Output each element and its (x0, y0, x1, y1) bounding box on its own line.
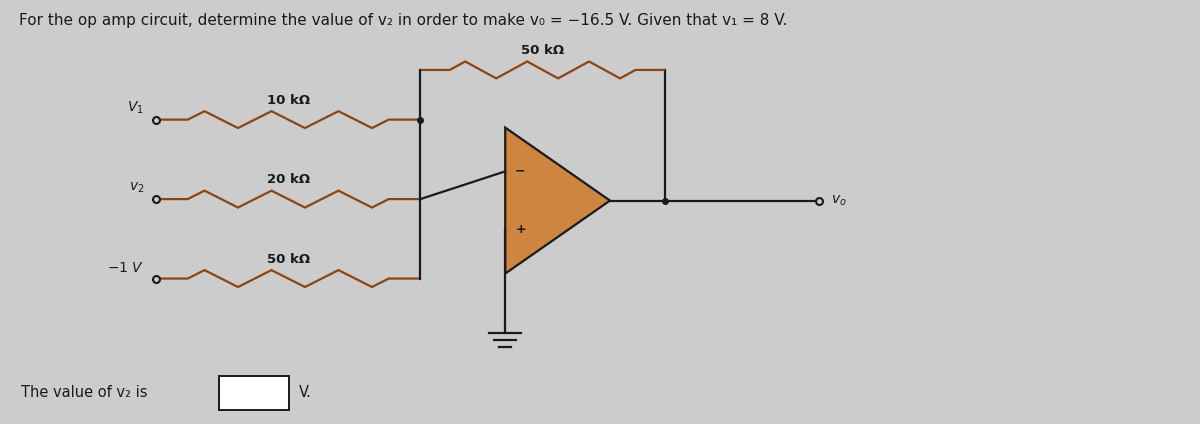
Text: The value of v₂ is: The value of v₂ is (22, 385, 148, 400)
Text: $-1\ V$: $-1\ V$ (107, 261, 144, 275)
Text: −: − (515, 165, 526, 178)
Text: 50 kΩ: 50 kΩ (266, 253, 310, 266)
Text: $V_1$: $V_1$ (127, 99, 144, 116)
Text: $v_o$: $v_o$ (832, 193, 847, 208)
Bar (218, 376, 289, 410)
Text: 10 kΩ: 10 kΩ (266, 94, 310, 107)
Text: 50 kΩ: 50 kΩ (521, 44, 564, 57)
Text: $v_2$: $v_2$ (128, 181, 144, 195)
Polygon shape (505, 128, 610, 273)
Text: +: + (515, 223, 526, 236)
Text: V.: V. (299, 385, 312, 400)
Text: 20 kΩ: 20 kΩ (266, 173, 310, 186)
Text: For the op amp circuit, determine the value of v₂ in order to make v₀ = −16.5 V.: For the op amp circuit, determine the va… (19, 13, 788, 28)
